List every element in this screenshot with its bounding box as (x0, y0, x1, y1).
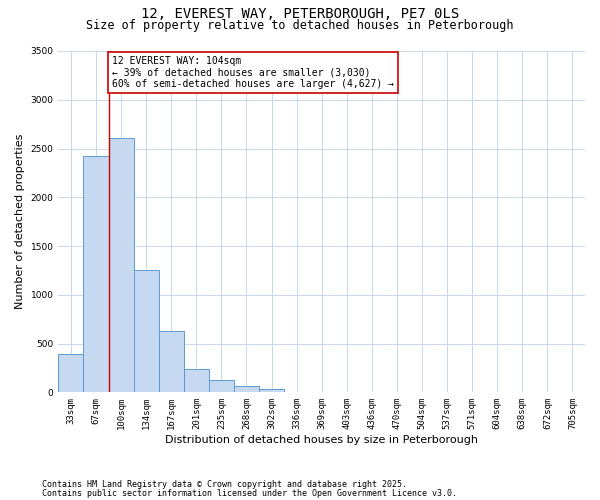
Text: Contains HM Land Registry data © Crown copyright and database right 2025.: Contains HM Land Registry data © Crown c… (42, 480, 407, 489)
Bar (134, 270, 159, 392)
Bar (83, 156, 109, 392)
Text: 12 EVEREST WAY: 104sqm
← 39% of detached houses are smaller (3,030)
60% of semi-: 12 EVEREST WAY: 104sqm ← 39% of detached… (112, 56, 394, 89)
Bar (159, 331, 184, 392)
Bar (184, 369, 209, 392)
Bar (234, 386, 259, 392)
Bar (58, 354, 83, 393)
Bar (259, 390, 284, 392)
Text: Size of property relative to detached houses in Peterborough: Size of property relative to detached ho… (86, 18, 514, 32)
Bar (109, 138, 134, 392)
Text: Contains public sector information licensed under the Open Government Licence v3: Contains public sector information licen… (42, 488, 457, 498)
Y-axis label: Number of detached properties: Number of detached properties (15, 134, 25, 310)
Bar (209, 380, 234, 392)
Text: 12, EVEREST WAY, PETERBOROUGH, PE7 0LS: 12, EVEREST WAY, PETERBOROUGH, PE7 0LS (141, 8, 459, 22)
X-axis label: Distribution of detached houses by size in Peterborough: Distribution of detached houses by size … (165, 435, 478, 445)
